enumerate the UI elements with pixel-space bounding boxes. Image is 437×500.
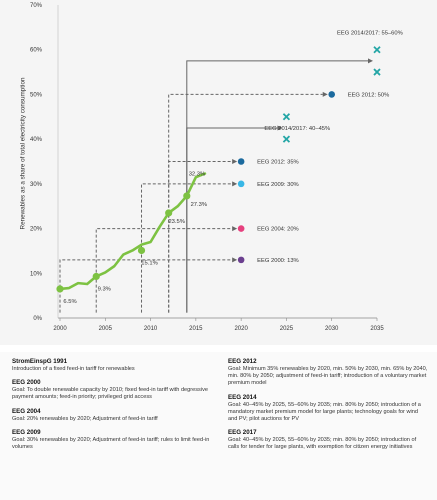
notes-right-column: EEG 2012 Goal: Minimum 35% renewables by… (228, 358, 428, 458)
target-arrowhead (232, 181, 238, 187)
data-point-label: 27.3% (191, 202, 207, 208)
data-point-label: 23.5% (168, 219, 184, 225)
target-arrowhead (368, 58, 373, 64)
target-cross-marker (373, 46, 381, 54)
target-connector-line (141, 183, 233, 313)
note-text: Goal: Minimum 35% renewables by 2020, mi… (228, 366, 428, 387)
data-point-label: 15.1% (141, 260, 157, 266)
y-tick-label: 70% (30, 3, 43, 9)
y-tick-label: 20% (30, 227, 43, 233)
x-tick-label: 2015 (189, 326, 203, 332)
note-text: Goal: 40–45% by 2025, 55–60% by 2035; mi… (228, 437, 417, 451)
note-entry: EEG 2000 Goal: To double renewable capac… (12, 379, 212, 401)
target-dot-marker (237, 180, 245, 188)
target-dot-marker (237, 225, 245, 232)
legislation-notes: StromEinspG 1991 Introduction of a fixed… (0, 352, 437, 500)
note-title: EEG 2017 (228, 429, 257, 437)
x-tick-label: 2020 (234, 326, 248, 332)
chart-area: 0% 10% 20% 30% 40% 50% 60% 70% 2000 2005 2010 2015 2… (19, 3, 403, 332)
data-point-marker (56, 285, 64, 293)
target-connector-line (168, 93, 323, 313)
note-entry: EEG 2004 Goal: 20% renewables by 2020; A… (12, 408, 212, 423)
target-dot-marker (328, 91, 336, 98)
data-point-marker (165, 209, 173, 217)
target-dot-marker (237, 256, 245, 264)
target-cross-marker (282, 113, 291, 121)
y-tick-label: 50% (30, 92, 43, 98)
x-tick-label: 2035 (370, 326, 384, 332)
y-axis-label: Renewables as a share of total electrici… (19, 77, 27, 230)
data-point-label: 32.3% (189, 172, 205, 178)
target-connector-line (59, 259, 233, 313)
target-label: EEG 2009: 30% (257, 182, 299, 188)
note-entry: EEG 2012 Goal: Minimum 35% renewables by… (228, 358, 428, 388)
target-arrowhead (232, 226, 238, 232)
target-label: EEG 2012: 35% (257, 160, 299, 166)
data-point-marker (92, 272, 100, 281)
target-label: EEG 2012: 50% (348, 92, 390, 98)
note-entry: EEG 2017 Goal: 40–45% by 2025, 55–60% by… (228, 429, 428, 451)
x-tick-label: 2005 (99, 326, 113, 332)
note-text: Goal: 20% renewables by 2020; Adjustment… (12, 415, 158, 422)
target-cross-marker (373, 68, 381, 76)
x-tick-label: 2025 (280, 326, 294, 332)
note-title: StromEinspG 1991 (12, 358, 68, 365)
actual-share-line (58, 172, 207, 291)
target-connector-line (186, 60, 368, 313)
notes-left-column: StromEinspG 1991 Introduction of a fixed… (12, 358, 212, 457)
target-label: EEG 2014/2017: 55–60% (337, 31, 403, 37)
target-arrowhead (277, 125, 283, 131)
note-text: Goal: To double renewable capacity by 20… (12, 387, 209, 401)
note-entry: EEG 2009 Goal: 30% renewables by 2020; A… (12, 429, 212, 451)
x-tick-label: 2000 (53, 326, 67, 332)
note-text: Goal: 30% renewables by 2020; Adjustment… (12, 436, 210, 451)
x-tick-label: 2030 (325, 326, 339, 332)
y-tick-label: 60% (30, 48, 43, 54)
note-entry: StromEinspG 1991 Introduction of a fixed… (12, 358, 212, 373)
target-label: EEG 2004: 20% (257, 227, 299, 233)
note-entry: EEG 2014 Goal: 40–45% by 2025, 55–60% by… (228, 394, 428, 424)
target-label: EEG 2014/2017: 40–45% (264, 126, 330, 132)
note-title: EEG 2012 (228, 358, 257, 365)
target-arrowhead (322, 91, 328, 97)
data-point-label: 9.3% (98, 286, 111, 292)
y-tick-label: 40% (30, 137, 43, 143)
y-tick-label: 10% (30, 271, 43, 277)
data-point-marker (137, 246, 146, 255)
note-title: EEG 2009 (12, 428, 41, 436)
note-title: EEG 2014 (228, 393, 257, 401)
line-chart: 0% 10% 20% 30% 40% 50% 60% 70% 2000 2005 2010 2015 2… (30, 3, 403, 332)
target-label: EEG 2000: 13% (257, 258, 299, 264)
data-point-marker (183, 192, 191, 200)
target-arrowhead (232, 159, 238, 164)
target-connector-line (186, 127, 278, 313)
target-cross-marker (282, 135, 291, 143)
y-tick-label: 30% (30, 182, 43, 188)
target-arrowhead (232, 257, 238, 263)
note-title: EEG 2004 (12, 407, 41, 415)
note-text: Introduction of a fixed feed-in tariff f… (12, 366, 135, 372)
y-tick-label: 0% (33, 316, 42, 322)
target-dot-marker (237, 158, 245, 165)
data-point-label: 6.5% (63, 299, 76, 305)
note-title: EEG 2000 (12, 379, 41, 387)
x-tick-label: 2010 (144, 326, 158, 332)
note-text: Goal: 40–45% by 2025, 55–60% by 2035; mi… (228, 401, 421, 423)
target-connector-line (95, 228, 233, 313)
